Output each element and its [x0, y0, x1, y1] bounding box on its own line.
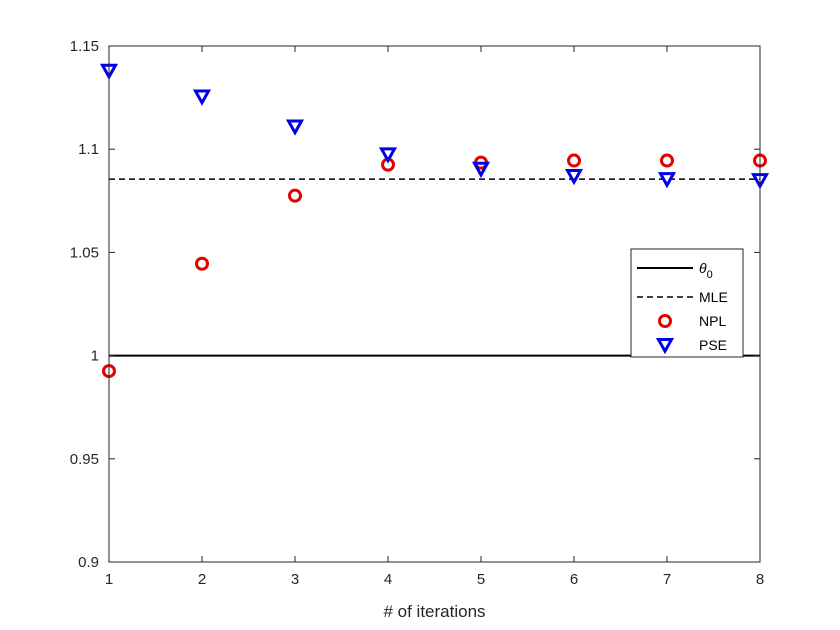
axis-ticks: 1 2 3 4 5 6 7 8 0.9 0.95 1 1.05 1.1 1.15 — [70, 38, 764, 588]
legend-label-mle: MLE — [699, 289, 728, 305]
legend-marker-pse — [655, 337, 675, 355]
legend-label-theta0: θ0 — [699, 260, 713, 281]
npl-point-2 — [195, 256, 209, 271]
legend-marker-npl — [658, 314, 672, 328]
x-tick-label: 7 — [663, 571, 671, 588]
pse-point-7 — [657, 172, 677, 189]
legend: θ0 MLE NPL PSE — [630, 248, 744, 358]
pse-point-2 — [192, 89, 212, 106]
legend-label-pse: PSE — [699, 337, 727, 353]
y-tick-label: 1.05 — [70, 244, 99, 261]
y-tick-label: 0.9 — [78, 554, 99, 571]
x-tick-label: 3 — [291, 571, 299, 588]
legend-label-npl: NPL — [699, 313, 726, 329]
x-tick-label: 2 — [198, 571, 206, 588]
pse-point-6 — [564, 169, 584, 186]
x-tick-label: 6 — [570, 571, 578, 588]
x-tick-label: 5 — [477, 571, 485, 588]
y-tick-label: 0.95 — [70, 451, 99, 468]
y-tick-label: 1 — [91, 348, 99, 365]
pse-point-3 — [285, 119, 305, 136]
data-markers — [99, 63, 770, 379]
x-tick-label: 8 — [756, 571, 764, 588]
x-tick-label: 4 — [384, 571, 392, 588]
y-tick-label: 1.15 — [70, 38, 99, 55]
npl-point-7 — [660, 153, 674, 168]
x-tick-label: 1 — [105, 571, 113, 588]
pse-point-4 — [378, 147, 398, 164]
npl-point-3 — [288, 188, 302, 203]
x-axis-title: # of iterations — [383, 602, 485, 621]
axes-box — [108, 45, 761, 563]
series-pse — [99, 63, 770, 190]
pse-point-5 — [471, 161, 491, 179]
npl-point-6 — [567, 153, 581, 168]
y-tick-label: 1.1 — [78, 141, 99, 158]
